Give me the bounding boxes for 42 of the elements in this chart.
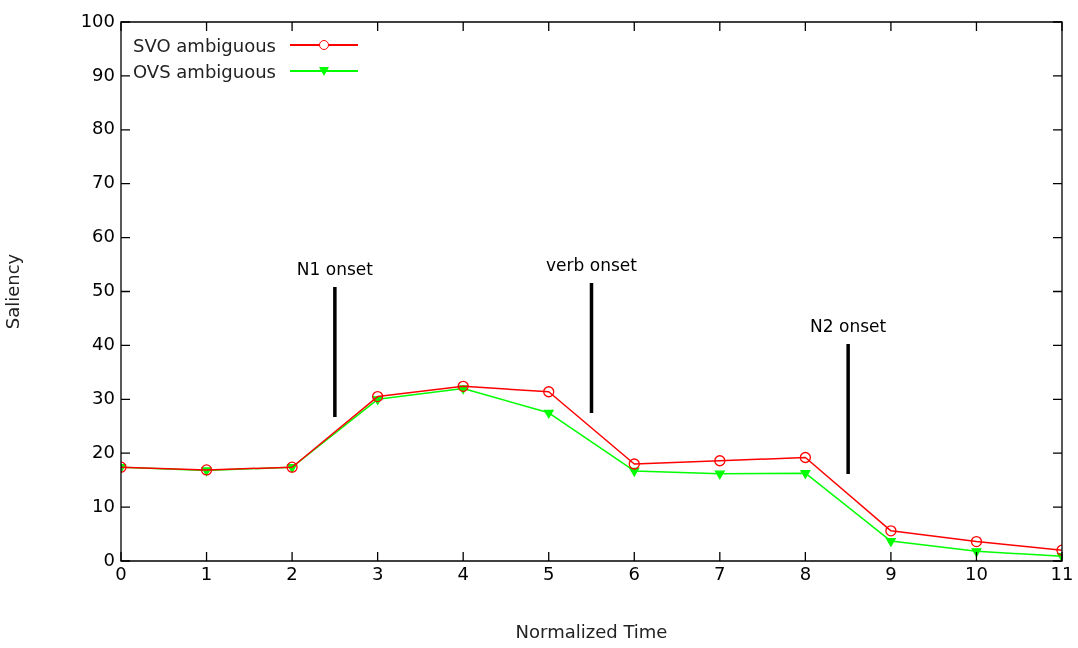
- ref-line-label: verb onset: [546, 254, 638, 275]
- x-tick-label: 10: [965, 563, 988, 585]
- y-tick-label: 80: [92, 117, 115, 139]
- x-axis-title: Normalized Time: [515, 620, 668, 642]
- point: [543, 409, 554, 419]
- point: [714, 455, 726, 467]
- point: [885, 525, 897, 537]
- x-tick-label: 7: [714, 563, 726, 585]
- legend-label: SVO ambiguous: [133, 34, 276, 56]
- point: [543, 386, 555, 398]
- ref-line-label: N2 onset: [810, 315, 887, 336]
- x-tick-label: 3: [371, 563, 384, 585]
- y-tick-label: 100: [80, 9, 115, 31]
- y-tick-label: 30: [92, 386, 115, 408]
- y-tick-label: 10: [92, 494, 115, 516]
- point: [800, 469, 811, 479]
- legend-label: OVS ambiguous: [133, 60, 276, 82]
- x-tick-label: 11: [1050, 563, 1074, 585]
- y-tick-label: 50: [92, 279, 115, 301]
- y-tick-label: 40: [92, 333, 115, 355]
- x-tick-label: 6: [628, 563, 640, 585]
- x-tick-label: 8: [799, 563, 812, 585]
- x-tick-label: 4: [457, 563, 469, 585]
- point: [457, 380, 469, 393]
- x-tick-label: 5: [543, 563, 555, 585]
- y-tick-label: 90: [92, 63, 115, 85]
- point: [885, 537, 896, 547]
- y-tick-label: 60: [92, 225, 115, 247]
- x-tick-label: 9: [885, 563, 897, 585]
- point: [714, 470, 725, 480]
- x-tick-label: 1: [200, 563, 213, 585]
- x-tick-label: 2: [286, 563, 298, 585]
- point: [971, 548, 982, 557]
- y-tick-label: 0: [103, 548, 115, 570]
- y-tick-label: 70: [92, 171, 115, 193]
- ref-line-label: N1 onset: [296, 258, 374, 279]
- point: [628, 458, 640, 470]
- point: [970, 535, 983, 548]
- y-tick-label: 20: [92, 440, 115, 462]
- point: [371, 390, 384, 403]
- point: [799, 451, 812, 464]
- y-axis-title: Saliency: [2, 253, 24, 330]
